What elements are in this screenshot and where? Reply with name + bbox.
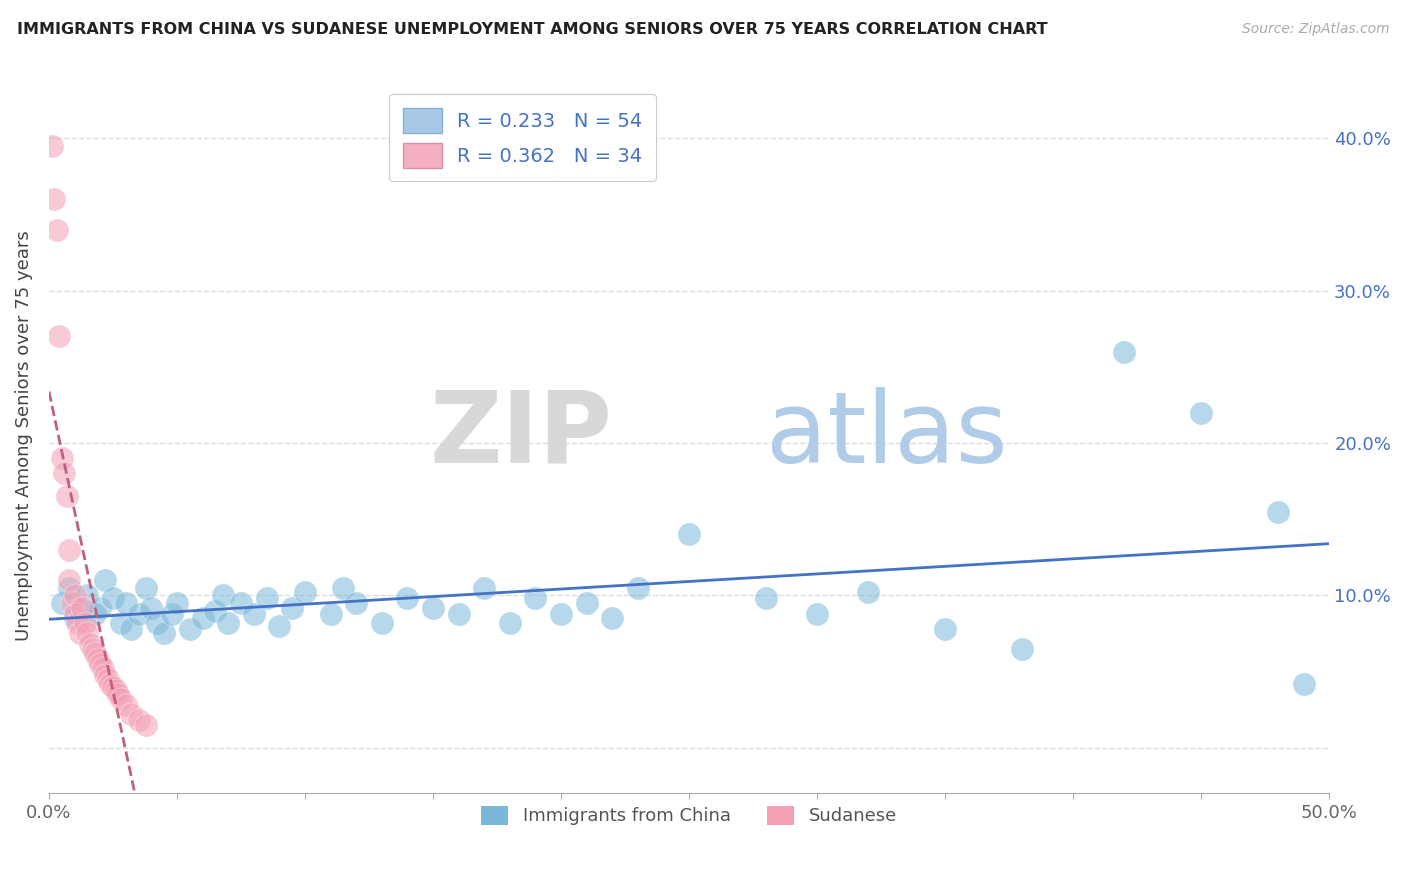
Point (678, 527, 700, 541)
Point (82, 641, 104, 656)
Point (422, 600, 444, 615)
Point (51, 451, 73, 466)
Point (550, 607, 572, 621)
Point (191, 611, 214, 625)
Point (153, 626, 176, 640)
Point (627, 581, 650, 595)
Point (243, 607, 266, 621)
Point (1189, 405, 1212, 419)
Point (110, 692, 132, 706)
Point (42, 192, 65, 206)
Point (41, 139, 63, 153)
Point (145, 615, 167, 630)
Text: ZIP: ZIP (429, 387, 612, 483)
Point (524, 591, 547, 606)
Point (499, 615, 522, 630)
Text: IMMIGRANTS FROM CHINA VS SUDANESE UNEMPLOYMENT AMONG SENIORS OVER 75 YEARS CORRE: IMMIGRANTS FROM CHINA VS SUDANESE UNEMPL… (17, 22, 1047, 37)
Point (755, 591, 778, 606)
Point (79, 637, 101, 651)
Point (1011, 641, 1033, 656)
Point (76, 626, 98, 640)
Point (63, 588, 86, 602)
Point (48, 329, 70, 343)
Point (319, 607, 342, 621)
Point (58, 542, 80, 557)
Point (63, 607, 86, 621)
Point (204, 603, 226, 617)
Point (858, 585, 880, 599)
Point (89, 600, 111, 615)
Point (281, 600, 304, 615)
Text: Source: ZipAtlas.com: Source: ZipAtlas.com (1241, 22, 1389, 37)
Point (89, 657, 111, 671)
Point (107, 687, 129, 701)
Point (56, 489, 79, 503)
Point (294, 585, 316, 599)
Point (97, 672, 120, 686)
Point (84, 607, 107, 621)
Point (110, 615, 132, 630)
Point (91, 661, 114, 675)
Point (166, 596, 188, 610)
Point (53, 467, 76, 481)
Point (135, 718, 157, 732)
Point (76, 588, 98, 602)
Point (575, 596, 598, 610)
Point (100, 676, 122, 690)
Point (114, 596, 136, 610)
Point (269, 619, 291, 633)
Point (160, 607, 183, 621)
Point (135, 581, 157, 595)
Point (120, 622, 142, 636)
Point (94, 667, 117, 681)
Point (114, 698, 136, 712)
Point (51, 596, 73, 610)
Point (45, 223, 67, 237)
Point (934, 622, 956, 636)
Point (256, 591, 278, 606)
Point (120, 707, 142, 722)
Point (229, 596, 252, 610)
Point (63, 611, 86, 625)
Point (447, 607, 470, 621)
Point (371, 615, 394, 630)
Point (128, 607, 150, 621)
Point (66, 615, 89, 630)
Point (101, 680, 124, 694)
Point (1267, 504, 1289, 518)
Point (1114, 344, 1136, 359)
Point (344, 596, 367, 610)
Point (472, 581, 495, 595)
Point (69, 603, 91, 617)
Point (72, 600, 94, 615)
Point (806, 607, 828, 621)
Point (84, 646, 107, 660)
Point (179, 622, 201, 636)
Legend: Immigrants from China, Sudanese: Immigrants from China, Sudanese (472, 797, 905, 834)
Point (69, 626, 91, 640)
Point (128, 713, 150, 727)
Point (73, 615, 96, 630)
Point (101, 591, 124, 606)
Point (104, 682, 127, 697)
Point (332, 581, 354, 595)
Point (141, 600, 163, 615)
Point (212, 588, 235, 602)
Point (396, 591, 419, 606)
Y-axis label: Unemployment Among Seniors over 75 years: Unemployment Among Seniors over 75 years (15, 230, 32, 640)
Point (60, 596, 83, 610)
Point (94, 573, 117, 587)
Point (86, 652, 108, 666)
Point (600, 611, 623, 625)
Point (58, 581, 80, 595)
Point (58, 573, 80, 587)
Text: atlas: atlas (766, 387, 1008, 483)
Point (1292, 676, 1315, 690)
Point (217, 615, 239, 630)
